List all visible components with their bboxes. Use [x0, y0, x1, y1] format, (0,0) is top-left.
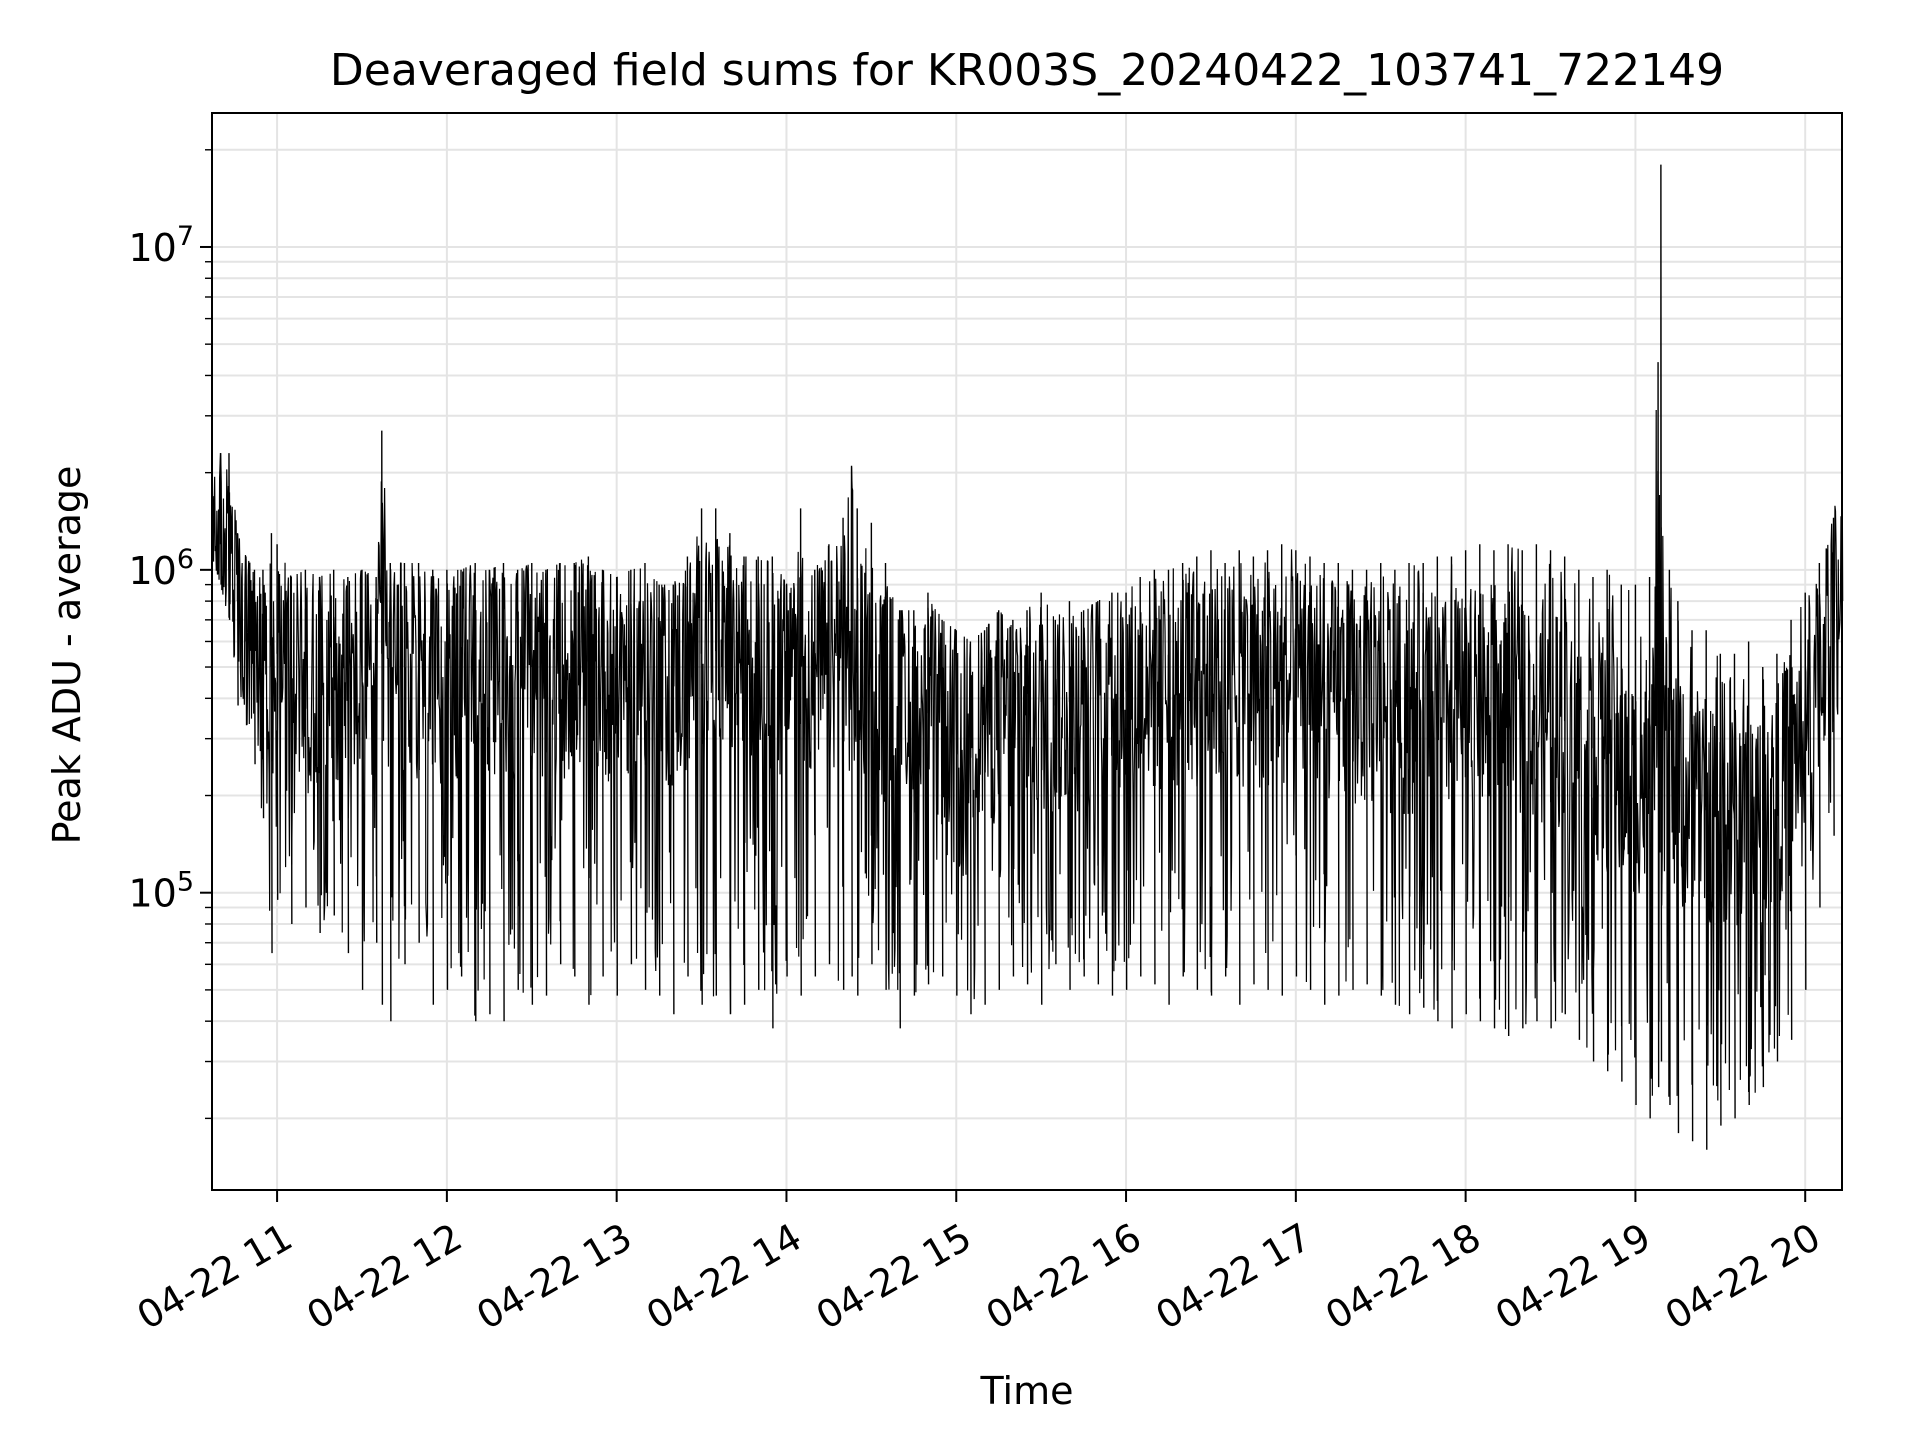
y-tick-label: 107 [128, 221, 194, 270]
y-tick-label-exponent: 7 [177, 221, 194, 252]
y-axis-label: Peak ADU - average [45, 466, 89, 845]
x-axis-label: Time [980, 1369, 1074, 1413]
chart-title: Deaveraged field sums for KR003S_2024042… [330, 45, 1724, 96]
y-tick-label: 105 [128, 867, 194, 916]
y-tick-label: 106 [128, 544, 194, 593]
y-tick-label-base: 10 [128, 872, 176, 916]
y-tick-label-exponent: 6 [177, 544, 194, 575]
plot-frame [211, 112, 1843, 1191]
y-tick-label-base: 10 [128, 549, 176, 593]
y-tick-label-exponent: 5 [177, 867, 194, 898]
y-tick-label-base: 10 [128, 226, 176, 270]
